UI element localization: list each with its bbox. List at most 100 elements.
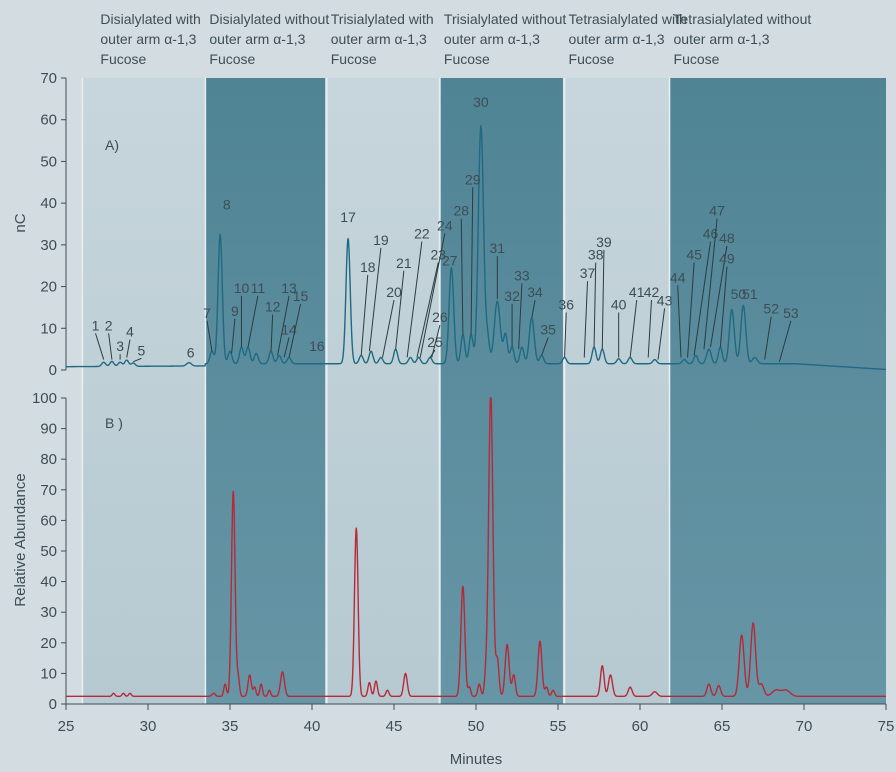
peak-leader-41 xyxy=(629,299,638,358)
peak-label-18: 18 xyxy=(360,259,376,275)
band-0 xyxy=(82,78,206,704)
peak-leader-42 xyxy=(647,299,652,358)
peak-leader-11 xyxy=(247,295,259,348)
panel-1-y-tick-label-5: 50 xyxy=(40,543,57,560)
peak-label-30: 30 xyxy=(473,94,489,110)
peak-label-17: 17 xyxy=(340,209,356,225)
peak-label-50: 50 xyxy=(731,286,747,302)
peak-leader-24 xyxy=(419,233,446,358)
x-tick-label-0: 25 xyxy=(58,718,75,735)
x-tick-label-1: 30 xyxy=(140,718,157,735)
peak-leader-22 xyxy=(406,241,423,358)
peak-label-49: 49 xyxy=(719,251,735,267)
panel-0-tag: A) xyxy=(105,137,119,153)
band-3-label-line-1: outer arm α-1,3 xyxy=(444,31,540,47)
peak-label-21: 21 xyxy=(396,255,412,271)
band-5 xyxy=(669,78,886,704)
band-4-label-line-0: Tetrasialylated with xyxy=(569,11,687,27)
panel-1-y-tick-label-10: 100 xyxy=(32,390,57,407)
peak-label-45: 45 xyxy=(686,246,702,262)
peak-leader-34 xyxy=(531,299,536,318)
peak-label-43: 43 xyxy=(657,292,673,308)
x-tick-label-5: 50 xyxy=(468,718,485,735)
peak-label-1: 1 xyxy=(92,317,100,333)
peak-label-39: 39 xyxy=(596,234,612,250)
peak-label-11: 11 xyxy=(251,280,266,296)
peak-label-33: 33 xyxy=(514,267,530,283)
peak-label-32: 32 xyxy=(504,288,520,304)
peak-label-15: 15 xyxy=(293,288,309,304)
panel-1-y-tick-label-3: 30 xyxy=(40,604,57,621)
x-axis-title: Minutes xyxy=(450,751,503,768)
band-1-label-line-0: Disialylated without xyxy=(209,11,329,27)
panel-0-y-tick-label-2: 20 xyxy=(40,279,57,296)
peak-label-10: 10 xyxy=(234,280,250,296)
fucosylation-bands xyxy=(81,78,886,704)
panel-1-y-tick-label-1: 10 xyxy=(40,665,57,682)
band-5-label-line-0: Tetrasialylated without xyxy=(674,11,812,27)
panel-1-y-tick-label-7: 70 xyxy=(40,482,57,499)
peak-label-52: 52 xyxy=(763,301,779,317)
peak-label-35: 35 xyxy=(540,322,556,338)
peak-leader-29 xyxy=(470,187,474,335)
x-tick-label-3: 40 xyxy=(304,718,321,735)
peak-label-19: 19 xyxy=(373,232,389,248)
peak-leader-4 xyxy=(126,339,131,358)
peak-leader-23 xyxy=(416,262,439,358)
peak-leader-19 xyxy=(368,247,382,352)
peak-label-46: 46 xyxy=(703,226,719,242)
x-tick-label-4: 45 xyxy=(386,718,403,735)
peak-label-2: 2 xyxy=(105,317,113,333)
panel-1-y-tick-label-2: 20 xyxy=(40,635,57,652)
peak-leader-37 xyxy=(583,281,589,358)
peak-leader-2 xyxy=(108,333,113,360)
peak-label-53: 53 xyxy=(783,305,799,321)
band-3-label-line-0: Trisialylated without xyxy=(444,11,567,27)
peak-leader-49 xyxy=(719,266,728,348)
peak-label-27: 27 xyxy=(442,253,458,269)
peak-label-37: 37 xyxy=(580,265,596,281)
peak-leader-20 xyxy=(382,299,395,358)
peak-label-3: 3 xyxy=(116,338,124,354)
panel-0-y-tick-label-4: 40 xyxy=(40,195,57,212)
peak-label-36: 36 xyxy=(558,297,574,313)
peak-label-34: 34 xyxy=(527,284,543,300)
peak-leader-9 xyxy=(231,318,236,354)
band-1-label-line-1: outer arm α-1,3 xyxy=(209,31,305,47)
band-4 xyxy=(564,78,670,704)
peak-label-9: 9 xyxy=(231,303,239,319)
peak-leader-18 xyxy=(360,274,369,356)
panel-1-tag: B ) xyxy=(105,415,123,431)
peak-leader-15 xyxy=(288,304,302,358)
band-3 xyxy=(439,78,563,704)
peak-label-24: 24 xyxy=(437,217,453,233)
band-2 xyxy=(326,78,439,704)
peak-label-26: 26 xyxy=(432,309,448,325)
panel-1-y-tick-label-6: 60 xyxy=(40,512,57,529)
panel-0-y-axis-title: nC xyxy=(12,213,29,232)
band-0-label-line-0: Disialylated with xyxy=(100,11,200,27)
peak-label-28: 28 xyxy=(453,203,469,219)
peak-label-20: 20 xyxy=(386,284,402,300)
peak-label-6: 6 xyxy=(187,344,195,360)
peak-leader-44 xyxy=(677,285,682,358)
peak-leader-12 xyxy=(270,314,274,352)
peak-label-44: 44 xyxy=(670,269,686,285)
peak-leader-45 xyxy=(687,262,695,358)
peak-leader-52 xyxy=(764,316,772,360)
peak-label-41: 41 xyxy=(629,284,645,300)
band-1 xyxy=(205,78,326,704)
x-tick-label-9: 70 xyxy=(796,718,813,735)
peak-label-16: 16 xyxy=(309,338,325,354)
band-header-labels: Disialylated with outer arm α-1,3 Fucose Di… xyxy=(100,11,811,67)
peak-leader-33 xyxy=(518,283,523,350)
panel-1-y-tick-label-8: 80 xyxy=(40,451,57,468)
x-tick-label-6: 55 xyxy=(550,718,567,735)
peak-label-47: 47 xyxy=(709,203,725,219)
peak-leader-28 xyxy=(460,218,464,335)
band-1-label-line-2: Fucose xyxy=(209,51,255,67)
x-tick-label-2: 35 xyxy=(222,718,239,735)
peak-label-13: 13 xyxy=(281,280,297,296)
panel-1-y-tick-label-0: 0 xyxy=(49,696,57,713)
